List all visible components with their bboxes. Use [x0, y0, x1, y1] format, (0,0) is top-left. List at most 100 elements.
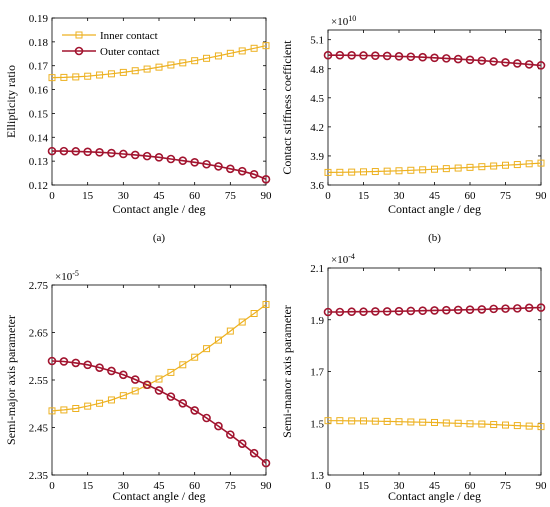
data-point-inner [203, 345, 211, 353]
data-point-outer [465, 55, 475, 65]
x-tick-label: 75 [500, 190, 512, 202]
data-point-outer [442, 54, 451, 63]
x-tick-label: 15 [82, 190, 94, 202]
data-point-outer [359, 51, 368, 60]
axis-exponent: ×1010 [331, 14, 356, 28]
data-point-outer [347, 307, 356, 317]
data-point-inner [383, 167, 391, 175]
x-tick-label: 15 [358, 480, 370, 492]
legend-label-inner: Inner contact [100, 30, 158, 42]
x-tick-label: 0 [49, 480, 55, 492]
data-point-outer [202, 159, 211, 169]
data-point-inner [419, 418, 427, 426]
series-line-outer [52, 150, 267, 181]
data-point-outer [430, 306, 439, 315]
data-point-outer [524, 60, 534, 69]
data-point-outer [501, 58, 510, 67]
data-point-inner [72, 405, 80, 412]
data-point-outer [119, 370, 128, 380]
data-point-outer [47, 356, 57, 366]
data-point-inner [513, 422, 521, 430]
y-tick-label: 0.14 [29, 132, 49, 144]
x-tick-label: 0 [49, 190, 55, 202]
data-point-inner [96, 399, 104, 407]
series-line-outer [51, 360, 267, 464]
data-point-inner [454, 164, 462, 172]
data-point-inner [360, 168, 367, 176]
data-point-inner [525, 422, 533, 430]
data-point-inner [214, 336, 222, 344]
data-point-outer [406, 306, 416, 316]
data-point-outer [513, 304, 522, 313]
data-point-inner [348, 417, 356, 425]
chart-panel-3: 0 15 30 45 60 75 90 2.35 2.45 2.55 2.65 2.75 ×10-5 Co… [4, 269, 273, 503]
data-point-inner [466, 420, 474, 428]
data-point-outer [524, 303, 534, 313]
data-point-outer [190, 158, 199, 167]
data-point-inner [502, 161, 509, 169]
chart-panel-4: 0 15 30 45 60 75 90 1.3 1.5 1.7 1.9 2.1 ×10-4 Contact… [280, 252, 548, 503]
x-axis-label: Contact angle / deg [388, 489, 481, 503]
data-point-inner [226, 49, 234, 57]
data-point-inner [395, 418, 403, 426]
data-point-inner [191, 353, 199, 361]
y-tick-label: 0.17 [29, 61, 49, 73]
x-tick-label: 15 [358, 190, 370, 202]
data-point-outer [47, 146, 57, 156]
data-point-outer [382, 51, 392, 61]
data-point-inner [48, 74, 56, 82]
x-tick-label: 90 [261, 480, 273, 492]
data-point-inner [48, 407, 56, 415]
data-point-inner [478, 163, 486, 171]
data-point-inner [454, 419, 462, 427]
data-point-outer [489, 304, 498, 314]
legend-marker-outer [74, 46, 84, 56]
data-point-outer [323, 307, 333, 317]
data-point-outer [513, 59, 522, 68]
x-tick-label: 90 [536, 190, 548, 202]
x-tick-label: 90 [536, 480, 548, 492]
data-point-outer [489, 57, 498, 66]
x-tick-label: 30 [394, 480, 406, 492]
data-point-outer [453, 54, 463, 64]
data-point-inner [238, 47, 246, 55]
data-point-inner [191, 57, 199, 65]
data-point-inner [466, 163, 474, 171]
data-point-inner [431, 165, 438, 173]
data-point-outer [83, 360, 92, 370]
data-point-outer [178, 156, 188, 165]
data-point-outer [394, 306, 404, 316]
data-point-outer [249, 169, 259, 179]
y-tick-label: 2.1 [310, 263, 324, 275]
data-point-outer [453, 305, 463, 315]
y-axis-label: Ellipticity ratio [4, 65, 18, 138]
data-point-inner [324, 168, 332, 176]
x-tick-label: 75 [225, 480, 237, 492]
data-point-inner [226, 327, 234, 335]
data-point-inner [131, 387, 139, 395]
legend-label-outer: Outer contact [100, 46, 160, 58]
data-point-outer [418, 306, 427, 315]
data-point-outer [71, 358, 81, 368]
y-tick-label: 0.15 [29, 108, 49, 120]
data-point-outer [249, 448, 259, 458]
data-point-outer [382, 307, 392, 316]
y-tick-label: 2.75 [29, 280, 49, 292]
data-point-outer [237, 439, 247, 448]
data-point-inner [84, 402, 92, 410]
legend-marker-inner [75, 31, 83, 39]
x-tick-label: 60 [465, 480, 477, 492]
data-point-outer [154, 386, 164, 395]
y-tick-label: 1.7 [310, 367, 324, 379]
data-point-outer [178, 398, 188, 408]
data-point-inner [442, 165, 450, 173]
data-point-inner [179, 59, 187, 67]
x-tick-label: 60 [465, 190, 477, 202]
data-point-outer [430, 53, 439, 63]
x-tick-label: 45 [154, 480, 166, 492]
data-point-inner [250, 310, 258, 317]
data-point-outer [477, 305, 487, 314]
data-point-inner [525, 160, 533, 168]
data-point-inner [60, 73, 68, 81]
